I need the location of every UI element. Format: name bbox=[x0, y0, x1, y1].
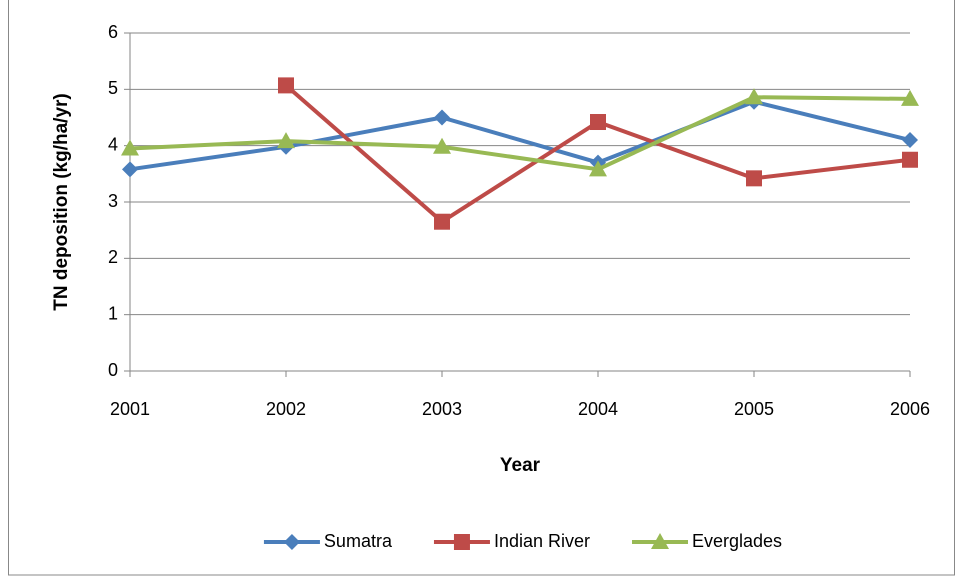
legend-label: Indian River bbox=[494, 531, 590, 551]
marker bbox=[590, 114, 606, 131]
series-line bbox=[129, 95, 911, 172]
y-tick-label: 2 bbox=[108, 247, 118, 267]
marker bbox=[434, 109, 450, 126]
legend-label: Everglades bbox=[692, 531, 782, 551]
marker bbox=[902, 132, 918, 149]
y-tick-label: 0 bbox=[108, 360, 118, 380]
y-tick-label: 4 bbox=[108, 134, 118, 154]
marker bbox=[453, 534, 470, 550]
marker bbox=[902, 151, 918, 168]
marker bbox=[746, 170, 762, 187]
marker bbox=[651, 533, 670, 549]
marker bbox=[121, 139, 139, 156]
marker bbox=[122, 161, 138, 178]
marker bbox=[901, 89, 919, 106]
y-tick-label: 3 bbox=[108, 191, 118, 211]
series-line bbox=[284, 83, 911, 224]
y-tick-label: 1 bbox=[108, 303, 118, 323]
marker bbox=[434, 213, 450, 230]
marker bbox=[745, 88, 763, 105]
marker bbox=[283, 534, 300, 550]
x-tick-label: 2002 bbox=[266, 399, 306, 419]
x-tick-label: 2001 bbox=[110, 399, 150, 419]
marker bbox=[277, 132, 295, 149]
x-tick-label: 2006 bbox=[890, 399, 930, 419]
y-tick-label: 5 bbox=[108, 78, 118, 98]
x-tick-label: 2005 bbox=[734, 399, 774, 419]
marker bbox=[433, 137, 451, 154]
marker bbox=[589, 160, 607, 177]
x-tick-label: 2003 bbox=[422, 399, 462, 419]
marker bbox=[278, 77, 294, 94]
y-axis-label: TN deposition (kg/ha/yr) bbox=[51, 93, 72, 310]
y-tick-label: 6 bbox=[108, 22, 118, 42]
x-axis-label: Year bbox=[500, 455, 541, 476]
legend: Sumatra Indian River Everglades bbox=[263, 531, 782, 551]
series-line bbox=[129, 99, 911, 172]
x-tick-label: 2004 bbox=[578, 399, 618, 419]
chart-frame bbox=[8, 0, 955, 576]
legend-label: Sumatra bbox=[324, 531, 393, 551]
